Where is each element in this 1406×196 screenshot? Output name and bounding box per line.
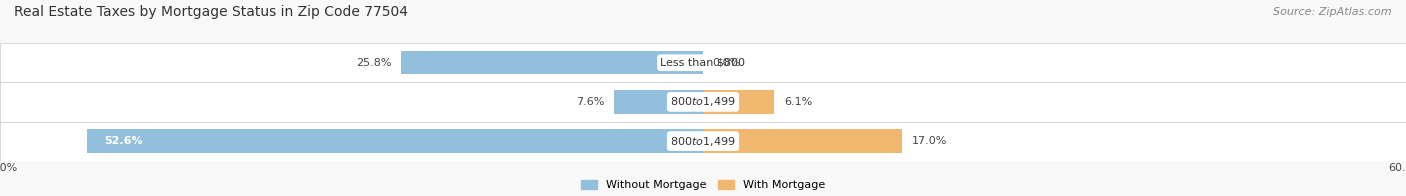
Text: Real Estate Taxes by Mortgage Status in Zip Code 77504: Real Estate Taxes by Mortgage Status in … (14, 5, 408, 19)
Text: 6.1%: 6.1% (785, 97, 813, 107)
Bar (0, 122, 1406, 161)
Text: 17.0%: 17.0% (911, 136, 946, 146)
Bar (87, 129, 703, 153)
Legend: Without Mortgage, With Mortgage: Without Mortgage, With Mortgage (581, 180, 825, 191)
Text: Source: ZipAtlas.com: Source: ZipAtlas.com (1274, 7, 1392, 17)
Bar (614, 90, 703, 114)
Text: 7.6%: 7.6% (576, 97, 605, 107)
Text: 52.6%: 52.6% (104, 136, 143, 146)
Bar (401, 51, 703, 74)
Bar (0, 82, 1406, 122)
Text: Less than $800: Less than $800 (661, 58, 745, 68)
Bar (703, 129, 903, 153)
Text: $800 to $1,499: $800 to $1,499 (671, 135, 735, 148)
Bar (703, 90, 775, 114)
Text: 0.0%: 0.0% (713, 58, 741, 68)
Text: 25.8%: 25.8% (356, 58, 391, 68)
Text: $800 to $1,499: $800 to $1,499 (671, 95, 735, 108)
Bar (0, 43, 1406, 82)
